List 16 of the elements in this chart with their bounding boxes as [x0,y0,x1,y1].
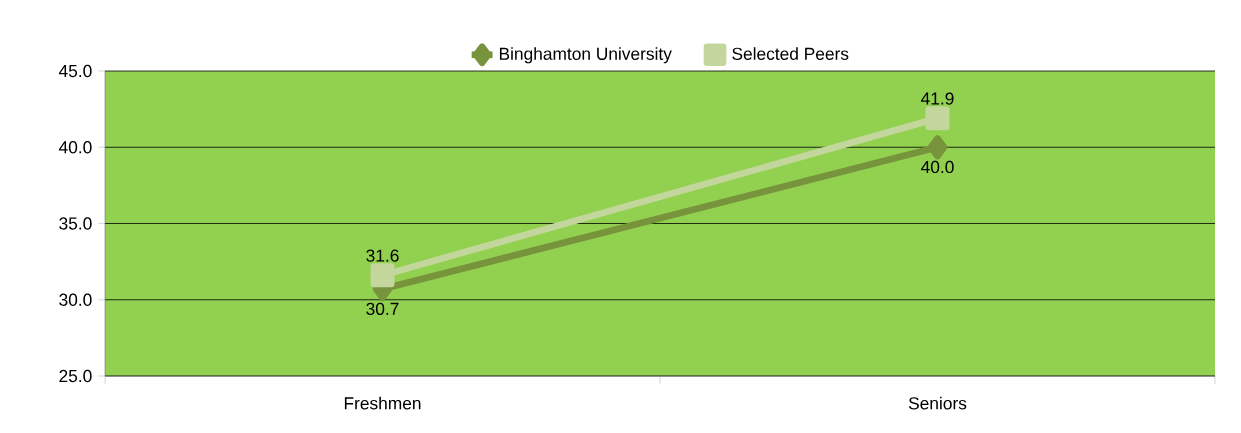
data-label: 31.6 [366,249,399,262]
data-label: 30.7 [366,302,399,315]
x-tick-label: Seniors [908,396,967,410]
legend-label: Selected Peers [732,47,849,60]
data-label: 41.9 [921,92,954,105]
data-label: 40.0 [921,160,954,174]
y-tick-label: 25.0 [59,369,92,383]
point [927,135,948,160]
legend-label: Binghamton University [499,47,672,64]
x-tick-label: Freshmen [344,396,421,410]
y-tick-label: 40.0 [58,141,92,154]
y-tick-label: 45.0 [58,64,92,78]
point [370,263,395,288]
point [925,106,950,131]
y-tick-label: 35.0 [59,217,92,230]
y-tick-label: 30.0 [59,293,92,306]
